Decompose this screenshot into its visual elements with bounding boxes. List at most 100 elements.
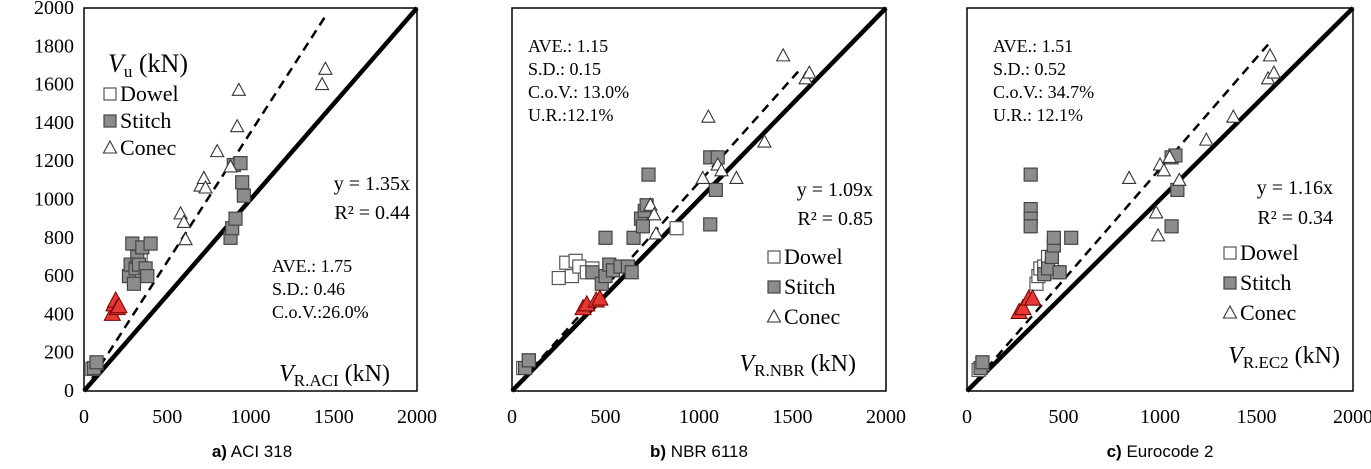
panel-caption-text: ACI 318 [227,442,292,461]
stats-line: C.o.V.:26.0% [272,302,369,322]
x-tick-label: 1500 [314,406,354,428]
stitch-point [624,265,639,280]
highlighted-point [110,296,128,314]
conec-point [229,118,245,133]
conec-point [1262,47,1278,62]
stitch-point [235,175,250,190]
legend-conec-icon [102,139,118,154]
plot-frame [83,7,418,392]
stats-line: U.R.:12.1% [528,105,614,125]
highlighted-point [1014,298,1032,316]
panel-caption: a) ACI 318 [212,442,292,461]
fit-r2: R² = 0.85 [797,208,873,230]
legend-stitch-icon [767,280,781,294]
conec-point [176,214,192,229]
stats-line: C.o.V.: 13.0% [528,82,629,102]
x-axis-label-main: V [279,361,296,387]
y-tick-label: 1400 [34,112,74,134]
identity-line [965,6,1355,393]
panel-caption-text: Eurocode 2 [1122,442,1214,461]
x-axis-label-sub: R.NBR [754,361,805,380]
x-tick-label: 0 [507,406,517,428]
y-tick-label: 200 [44,342,74,364]
conec-point [1171,172,1187,186]
legend-label: Stitch [784,274,835,299]
stitch-point [1052,265,1067,280]
x-axis-label-sub: R.EC2 [1243,353,1289,372]
stitch-point [1064,230,1079,245]
legend-label: Conec [1240,300,1296,325]
y-tick-label: 1200 [34,150,74,172]
conec-point [695,170,711,184]
stitch-point [1023,167,1038,182]
panel-caption-prefix: c) [1107,442,1122,461]
legend-stitch-icon [1223,276,1237,290]
legend-label: Conec [784,304,840,329]
y-tick-label: 1000 [34,189,74,211]
legend-label: Dowel [784,244,843,269]
stats-line: S.D.: 0.15 [528,59,601,79]
x-tick-label: 500 [1049,406,1079,428]
chart-panel-1: 0 200 400 600 800 1000 1200 1400 1600 1800 2000 0 50… [34,0,437,461]
stats-line: C.o.V.: 34.7% [993,82,1094,102]
fit-r2: R² = 0.44 [334,202,410,224]
conec-point [775,47,791,62]
conec-point [728,170,744,184]
legend-label: Dowel [1240,240,1299,265]
x-axis-label: VR.ACI (kN) [279,361,390,390]
chart-panel-3: 0 500 1000 1500 2000 VR.EC2 (kN) Dowel Stitch Co… [962,6,1371,461]
stats-line: U.R.: 12.1% [993,105,1083,125]
conec-point [223,158,238,173]
stitch-point [975,355,990,370]
legend: Dowel Stitch Conec [766,244,843,329]
x-axis-label-main: V [1228,343,1245,369]
x-axis-label-unit: (kN) [805,351,856,377]
stats-line: AVE.: 1.75 [272,256,352,276]
fit-equation: y = 1.35x [334,173,410,195]
stitch-point [635,219,651,234]
x-tick-label: 1000 [679,406,719,428]
panel-caption: b) NBR 6118 [650,442,748,461]
legend-dowel-icon [767,250,781,264]
plot-frame [966,7,1354,392]
conec-point [198,179,213,194]
stitch-point [1023,219,1038,234]
y-axis-label-sub: u [124,62,133,81]
stitch-point [703,217,718,232]
legend-label: Stitch [120,108,171,133]
fit-r2: R² = 0.34 [1257,207,1333,229]
conec-point [1156,162,1172,177]
legend-conec-icon [1222,304,1238,319]
x-tick-label: 1000 [1140,406,1180,428]
x-tick-label: 0 [79,406,89,428]
conec-point [642,197,658,211]
stats-line: AVE.: 1.51 [993,36,1073,56]
legend-dowel-icon [1223,246,1237,260]
x-tick-label: 1500 [773,406,813,428]
y-tick-label: 600 [44,265,74,287]
conec-point [231,82,247,96]
x-tick-label: 2000 [1333,406,1371,428]
x-tick-label: 2000 [397,406,437,428]
conec-point [646,206,662,221]
stitch-point [1164,219,1179,234]
legend-conec-icon [766,308,782,323]
y-axis-label-main: V [108,49,127,78]
conec-point [209,143,225,158]
x-axis-label-unit: (kN) [339,361,390,387]
stitch-point [1046,230,1061,245]
stitch-point [641,167,656,182]
x-axis-label: VR.NBR (kN) [739,351,856,380]
x-tick-label: 500 [591,406,621,428]
conec-point [801,64,817,79]
x-axis-label-main: V [739,351,756,377]
chart-panel-2: 0 500 1000 1500 2000 VR.NBR (kN) Dowel Stitch Co… [507,6,906,461]
conec-point [648,225,664,240]
conec-point [700,109,716,123]
conec-point [757,133,772,148]
x-tick-label: 1000 [231,406,271,428]
stitch-point [140,269,155,284]
stats-line: S.D.: 0.52 [993,59,1066,79]
